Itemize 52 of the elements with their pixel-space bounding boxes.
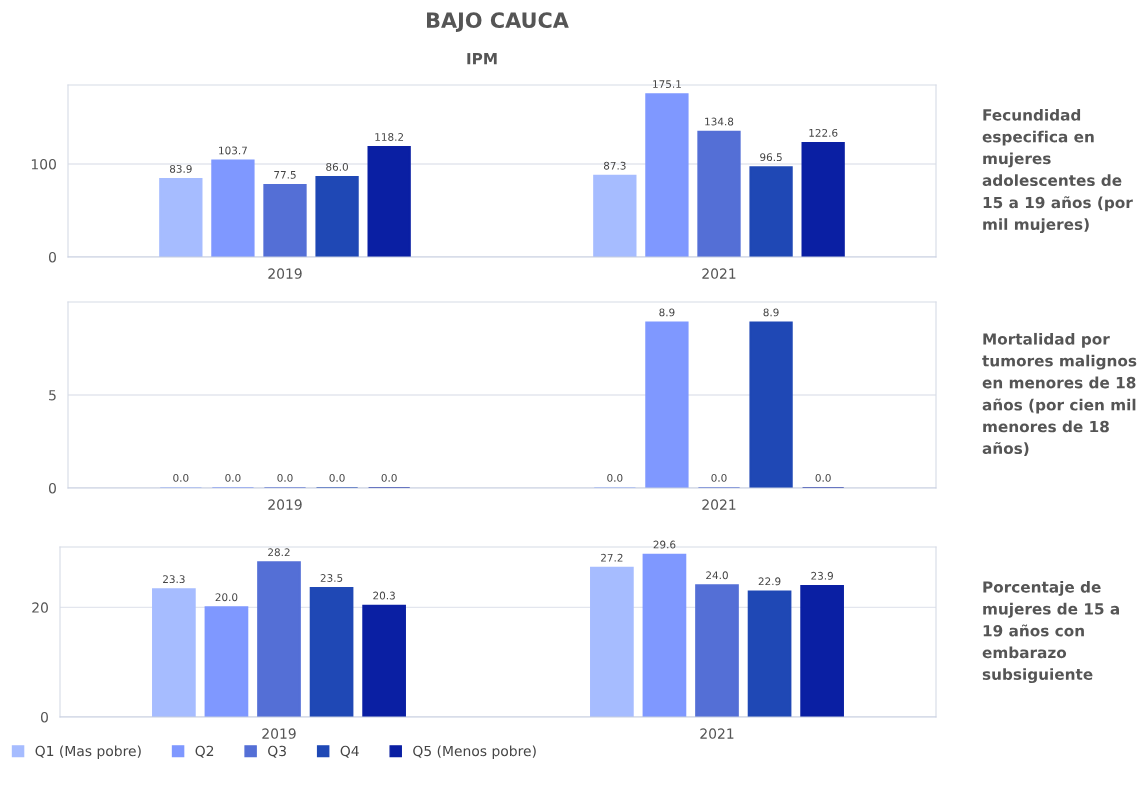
y-tick-label: 5 [49,390,56,401]
data-label: 22.9 [758,577,781,586]
legend-label: Q1 (Mas pobre) [35,745,141,759]
y-axis-title: Porcentaje de mujeres de 15 a 19 años con embarazo subsiguiente [982,580,1120,684]
y-tick-label: 0 [40,711,48,723]
data-label: 23.9 [811,571,833,580]
data-label: 175.1 [653,80,681,89]
legend-label: Q5 (Menos pobre) [413,745,536,759]
data-label: 0.0 [711,473,727,482]
x-tick-label: 2019 [262,728,296,739]
data-label: 0.0 [381,473,397,482]
data-label: 83.9 [169,164,192,173]
y-tick-label: 100 [31,159,56,170]
data-label: 0.0 [815,473,831,482]
data-label: 24.0 [706,571,728,580]
y-tick-label: 0 [48,482,56,494]
data-label: 27.2 [601,553,623,562]
x-tick-label: 2021 [702,268,736,279]
y-tick-label: 20 [32,602,48,613]
y-axis-title: Mortalidad por tumores malignos en menores de 18 años (por cien mil menores de 18 años) [982,332,1137,456]
data-label: 118.2 [375,133,404,141]
x-tick-label: 2019 [268,268,302,279]
data-label: 103.7 [219,146,247,155]
data-label: 0.0 [329,473,345,482]
legend-label: Q2 [195,745,214,758]
data-label: 29.6 [653,540,676,549]
data-label: 0.0 [607,473,623,482]
data-label: 0.0 [225,473,241,482]
chart-title: BAJO CAUCA [427,12,569,32]
x-tick-label: 2019 [268,499,302,510]
data-label: 23.5 [320,574,343,582]
data-label: 8.9 [763,308,779,317]
data-label: 0.0 [277,473,293,482]
chart-subtitle: IPM [467,53,497,65]
data-label: 28.2 [268,548,290,557]
legend-label: Q3 [268,745,286,758]
data-label: 0.0 [173,473,189,482]
data-label: 87.3 [603,161,626,170]
x-tick-label: 2021 [700,728,734,739]
data-label: 8.9 [659,308,675,317]
data-label: 96.5 [760,153,782,162]
data-label: 134.8 [705,117,734,126]
data-label: 86.0 [326,162,348,171]
data-label: 77.5 [274,171,296,179]
data-label: 20.0 [215,593,238,602]
x-tick-label: 2021 [702,499,736,510]
y-axis-title: Fecundidad especifica en mujeres adolescentes de 15 a 19 años (por mil mujeres) [982,108,1133,234]
y-tick-label: 0 [48,251,56,263]
data-label: 23.3 [163,575,185,584]
data-label: 122.6 [809,128,838,137]
legend-label: Q4 [340,745,359,758]
data-label: 20.3 [373,591,395,600]
